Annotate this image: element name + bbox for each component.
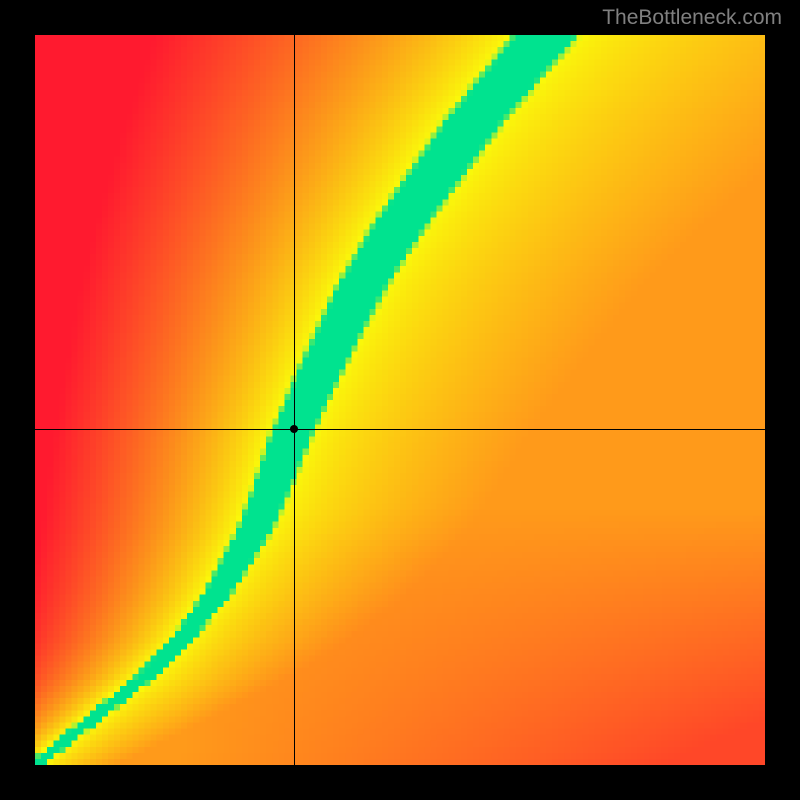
crosshair-vertical (294, 35, 295, 765)
heatmap-canvas (35, 35, 765, 765)
watermark-text: TheBottleneck.com (602, 6, 782, 30)
heatmap-plot (35, 35, 765, 765)
crosshair-marker (290, 425, 298, 433)
crosshair-horizontal (35, 429, 765, 430)
